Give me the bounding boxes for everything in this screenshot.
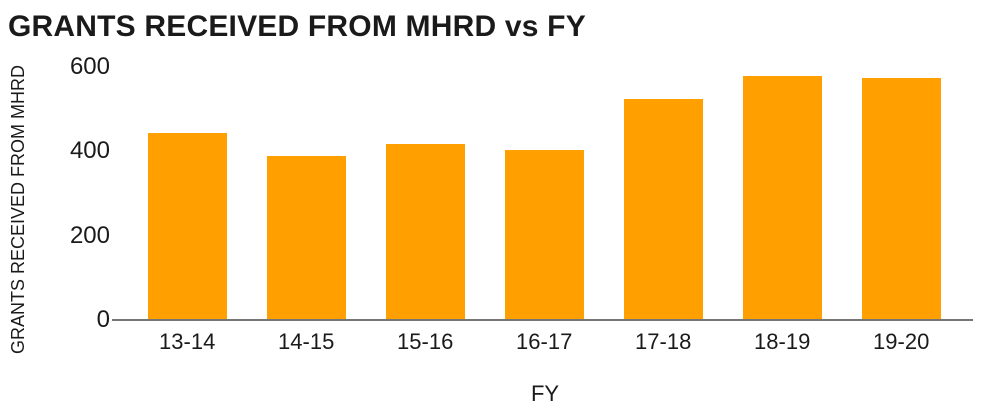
bar-14-15 <box>266 156 346 319</box>
x-tick-label: 16-17 <box>516 329 573 354</box>
x-axis-line <box>112 319 973 321</box>
bar-17-18 <box>623 99 703 319</box>
x-axis-title: FY <box>530 381 560 406</box>
x-tick-label: 17-18 <box>635 329 692 354</box>
y-axis-title: GRANTS RECEIVED FROM MHRD <box>8 64 28 354</box>
bar-19-20 <box>861 78 941 319</box>
x-tick-label: 14-15 <box>278 329 335 354</box>
x-tick-label: 19-20 <box>873 329 930 354</box>
bar-15-16 <box>385 144 465 319</box>
x-tick-label: 18-19 <box>754 329 811 354</box>
bar-16-17 <box>504 150 584 319</box>
y-tick-label: 400 <box>69 137 110 165</box>
bar-18-19 <box>742 76 822 319</box>
bar-13-14 <box>147 133 227 319</box>
chart-title: GRANTS RECEIVED FROM MHRD vs FY <box>8 10 586 43</box>
y-tick-label: 200 <box>69 221 110 249</box>
x-tick-label: 13-14 <box>159 329 216 354</box>
x-tick-label: 15-16 <box>397 329 454 354</box>
y-tick-label: 0 <box>96 306 110 333</box>
y-tick-label: 600 <box>69 52 110 80</box>
